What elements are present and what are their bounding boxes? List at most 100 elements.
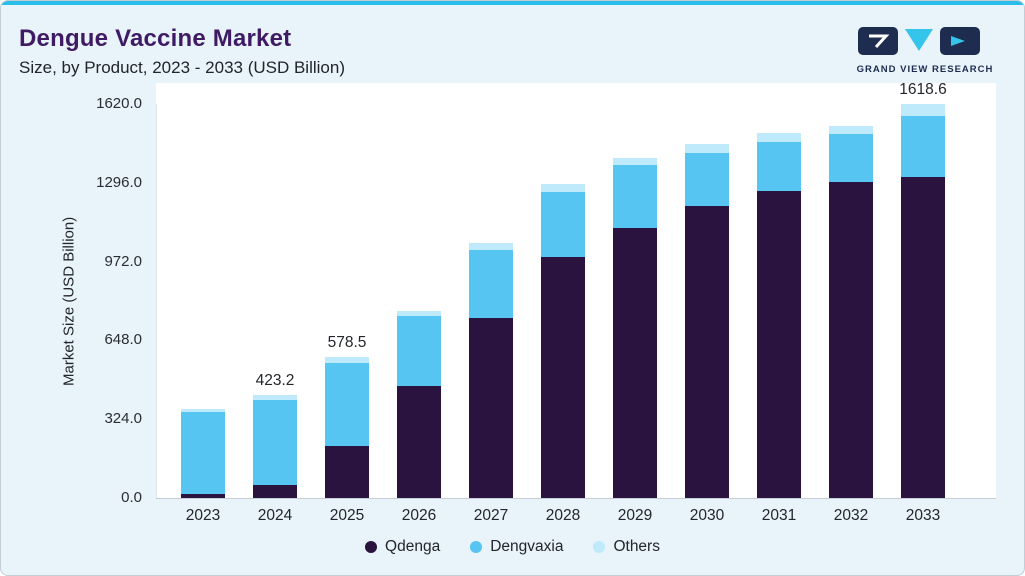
bar-segment-dengvaxia — [469, 249, 513, 319]
bar-segment-dengvaxia — [757, 141, 801, 192]
legend-dot-dengvaxia — [470, 541, 483, 553]
bar-segment-dengvaxia — [397, 315, 441, 387]
x-tick-label: 2029 — [617, 507, 653, 524]
chart-title: Dengue Vaccine Market — [19, 25, 292, 52]
stacked-bar — [397, 310, 441, 498]
bar-2025: 578.5 — [311, 104, 383, 498]
logo-mark-left — [858, 27, 898, 55]
legend-item-dengvaxia: Dengvaxia — [470, 538, 563, 556]
bar-segment-qdenga — [541, 257, 585, 498]
bar-2032 — [815, 104, 887, 498]
legend-dot-others — [593, 541, 606, 553]
bar-segment-qdenga — [253, 484, 297, 498]
bar-2028 — [527, 104, 599, 498]
bar-segment-others — [829, 125, 873, 135]
stacked-bar — [829, 125, 873, 498]
legend: Qdenga Dengvaxia Others — [1, 538, 1024, 556]
stacked-bar — [181, 408, 225, 498]
logo-mark-triangle — [905, 29, 933, 51]
bar-segment-dengvaxia — [685, 152, 729, 207]
bar-segment-dengvaxia — [181, 411, 225, 494]
x-tick-label: 2026 — [401, 507, 437, 524]
x-axis-line — [156, 498, 996, 499]
plot-area: 423.2 578.5 1618.6 — [156, 81, 996, 498]
bar-segment-qdenga — [613, 228, 657, 498]
bar-2027 — [455, 104, 527, 498]
y-tick-label: 648.0 — [104, 331, 142, 349]
bar-segment-qdenga — [469, 318, 513, 498]
x-tick-label: 2032 — [833, 507, 869, 524]
x-tick-label: 2031 — [761, 507, 797, 524]
logo-text: GRAND VIEW RESEARCH — [856, 64, 994, 75]
bar-segment-others — [253, 395, 297, 400]
bar-value-label: 1618.6 — [899, 81, 947, 99]
y-tick-label: 1620.0 — [96, 95, 142, 112]
bar-segment-qdenga — [181, 493, 225, 498]
legend-dot-qdenga — [365, 541, 378, 553]
bar-segment-dengvaxia — [829, 134, 873, 182]
x-tick-label: 2033 — [905, 507, 941, 524]
bar-segment-qdenga — [757, 191, 801, 498]
bar-value-label: 578.5 — [327, 334, 367, 352]
bar-segment-dengvaxia — [901, 116, 945, 177]
bar-segment-dengvaxia — [325, 362, 369, 446]
stacked-bar — [469, 242, 513, 498]
bar-segment-dengvaxia — [541, 191, 585, 258]
bar-2030 — [671, 104, 743, 498]
x-axis-labels: 2023 2024 2025 2026 2027 2028 2029 2030 2031 2032… — [167, 507, 959, 525]
y-axis-title: Market Size (USD Billion) — [60, 216, 78, 386]
bar-2026 — [383, 104, 455, 498]
legend-item-qdenga: Qdenga — [365, 538, 440, 556]
stacked-bar — [613, 157, 657, 498]
bar-segment-others — [613, 157, 657, 166]
stacked-bar — [325, 357, 369, 498]
y-tick-label: 324.0 — [104, 410, 142, 428]
bar-segment-qdenga — [397, 386, 441, 498]
y-axis-line — [156, 104, 157, 498]
legend-item-others: Others — [593, 538, 660, 556]
y-axis-ticks: 0.0 324.0 648.0 972.0 1296.0 1620.0 — [77, 95, 148, 506]
bar-2023 — [167, 104, 239, 498]
bar-value-label: 423.2 — [255, 372, 295, 390]
bar-segment-others — [469, 242, 513, 250]
logo-mark-right-glyph — [951, 36, 965, 46]
bar-segment-others — [397, 310, 441, 316]
x-tick-label: 2030 — [689, 507, 725, 524]
stacked-bar — [253, 395, 297, 498]
bar-2029 — [599, 104, 671, 498]
bar-segment-dengvaxia — [613, 165, 657, 229]
stacked-bar — [757, 133, 801, 498]
y-tick-label: 972.0 — [104, 252, 142, 270]
bar-segment-others — [541, 184, 585, 192]
gvr-logo: GRAND VIEW RESEARCH — [852, 27, 998, 75]
bar-segment-qdenga — [901, 176, 945, 498]
y-tick-label: 1296.0 — [96, 173, 142, 191]
legend-label: Others — [613, 538, 660, 555]
bar-segment-dengvaxia — [253, 399, 297, 485]
legend-label: Qdenga — [385, 538, 441, 555]
bar-segment-others — [757, 133, 801, 142]
x-tick-label: 2027 — [473, 507, 509, 524]
page-header: Dengue Vaccine Market Size, by Product, … — [19, 25, 345, 78]
bar-2031 — [743, 104, 815, 498]
y-tick-label: 0.0 — [121, 489, 142, 506]
top-accent-line — [1, 1, 1024, 5]
stacked-bar — [901, 104, 945, 498]
bars-row: 423.2 578.5 1618.6 — [167, 81, 959, 498]
x-tick-label: 2025 — [329, 507, 365, 524]
stacked-bar — [685, 144, 729, 498]
bar-segment-others — [901, 104, 945, 117]
legend-label: Dengvaxia — [490, 538, 564, 555]
bar-2033: 1618.6 — [887, 81, 959, 498]
x-tick-label: 2024 — [257, 507, 293, 524]
chart-subtitle: Size, by Product, 2023 - 2033 (USD Billi… — [19, 58, 345, 77]
bar-2024: 423.2 — [239, 104, 311, 498]
x-tick-label: 2028 — [545, 507, 581, 524]
stacked-bar — [541, 184, 585, 498]
bar-segment-qdenga — [829, 181, 873, 498]
x-tick-label: 2023 — [185, 507, 221, 524]
bar-segment-qdenga — [685, 206, 729, 498]
bar-segment-qdenga — [325, 445, 369, 498]
gvr-logo-marks — [858, 27, 980, 55]
